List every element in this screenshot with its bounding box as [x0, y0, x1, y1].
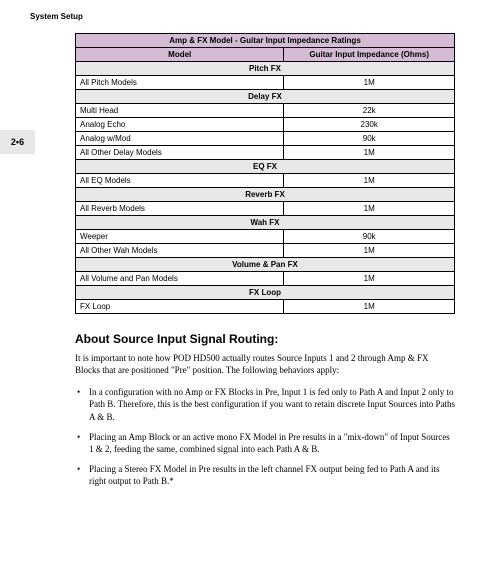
bullet-item: Placing a Stereo FX Model in Pre results… — [89, 463, 455, 487]
table-row: All Volume and Pan Models1M — [76, 272, 455, 286]
model-cell: Multi Head — [76, 104, 284, 118]
column-header-model: Model — [76, 48, 284, 62]
impedance-cell: 1M — [284, 272, 455, 286]
routing-bullet-list: In a configuration with no Amp or FX Blo… — [75, 386, 455, 487]
table-row: All Reverb Models1M — [76, 202, 455, 216]
page-header: System Setup — [0, 0, 500, 21]
table-header-row: Model Guitar Input Impedance (Ohms) — [76, 48, 455, 62]
impedance-cell: 90k — [284, 132, 455, 146]
impedance-cell: 1M — [284, 202, 455, 216]
impedance-cell: 22k — [284, 104, 455, 118]
table-section-header: EQ FX — [76, 160, 455, 174]
table-title-row: Amp & FX Model - Guitar Input Impedance … — [76, 34, 455, 48]
bullet-item: Placing an Amp Block or an active mono F… — [89, 431, 455, 455]
table-row: Weeper90k — [76, 230, 455, 244]
table-section-row: Reverb FX — [76, 188, 455, 202]
impedance-cell: 1M — [284, 76, 455, 90]
model-cell: All Reverb Models — [76, 202, 284, 216]
model-cell: All Other Wah Models — [76, 244, 284, 258]
table-row: All EQ Models1M — [76, 174, 455, 188]
table-section-row: FX Loop — [76, 286, 455, 300]
table-section-row: Delay FX — [76, 90, 455, 104]
table-section-header: Volume & Pan FX — [76, 258, 455, 272]
model-cell: All Volume and Pan Models — [76, 272, 284, 286]
routing-intro: It is important to note how POD HD500 ac… — [75, 352, 455, 376]
table-section-row: Pitch FX — [76, 62, 455, 76]
bullet-item: In a configuration with no Amp or FX Blo… — [89, 386, 455, 422]
table-section-row: Wah FX — [76, 216, 455, 230]
table-title: Amp & FX Model - Guitar Input Impedance … — [76, 34, 455, 48]
model-cell: Analog w/Mod — [76, 132, 284, 146]
model-cell: All Pitch Models — [76, 76, 284, 90]
impedance-cell: 1M — [284, 300, 455, 314]
table-row: All Pitch Models1M — [76, 76, 455, 90]
impedance-cell: 1M — [284, 244, 455, 258]
column-header-impedance: Guitar Input Impedance (Ohms) — [284, 48, 455, 62]
page-number-tab: 2•6 — [0, 130, 35, 154]
model-cell: All Other Delay Models — [76, 146, 284, 160]
model-cell: FX Loop — [76, 300, 284, 314]
model-cell: All EQ Models — [76, 174, 284, 188]
table-row: Analog w/Mod90k — [76, 132, 455, 146]
table-section-header: Delay FX — [76, 90, 455, 104]
model-cell: Weeper — [76, 230, 284, 244]
table-section-header: FX Loop — [76, 286, 455, 300]
table-row: FX Loop1M — [76, 300, 455, 314]
model-cell: Analog Echo — [76, 118, 284, 132]
table-section-header: Reverb FX — [76, 188, 455, 202]
table-section-header: Pitch FX — [76, 62, 455, 76]
table-row: Multi Head22k — [76, 104, 455, 118]
table-row: All Other Wah Models1M — [76, 244, 455, 258]
table-section-row: EQ FX — [76, 160, 455, 174]
table-section-row: Volume & Pan FX — [76, 258, 455, 272]
table-section-header: Wah FX — [76, 216, 455, 230]
routing-heading: About Source Input Signal Routing: — [75, 332, 455, 346]
impedance-table: Amp & FX Model - Guitar Input Impedance … — [75, 33, 455, 314]
page-content: Amp & FX Model - Guitar Input Impedance … — [0, 21, 500, 487]
impedance-cell: 1M — [284, 174, 455, 188]
impedance-cell: 90k — [284, 230, 455, 244]
table-row: Analog Echo230k — [76, 118, 455, 132]
table-row: All Other Delay Models1M — [76, 146, 455, 160]
impedance-cell: 230k — [284, 118, 455, 132]
impedance-cell: 1M — [284, 146, 455, 160]
